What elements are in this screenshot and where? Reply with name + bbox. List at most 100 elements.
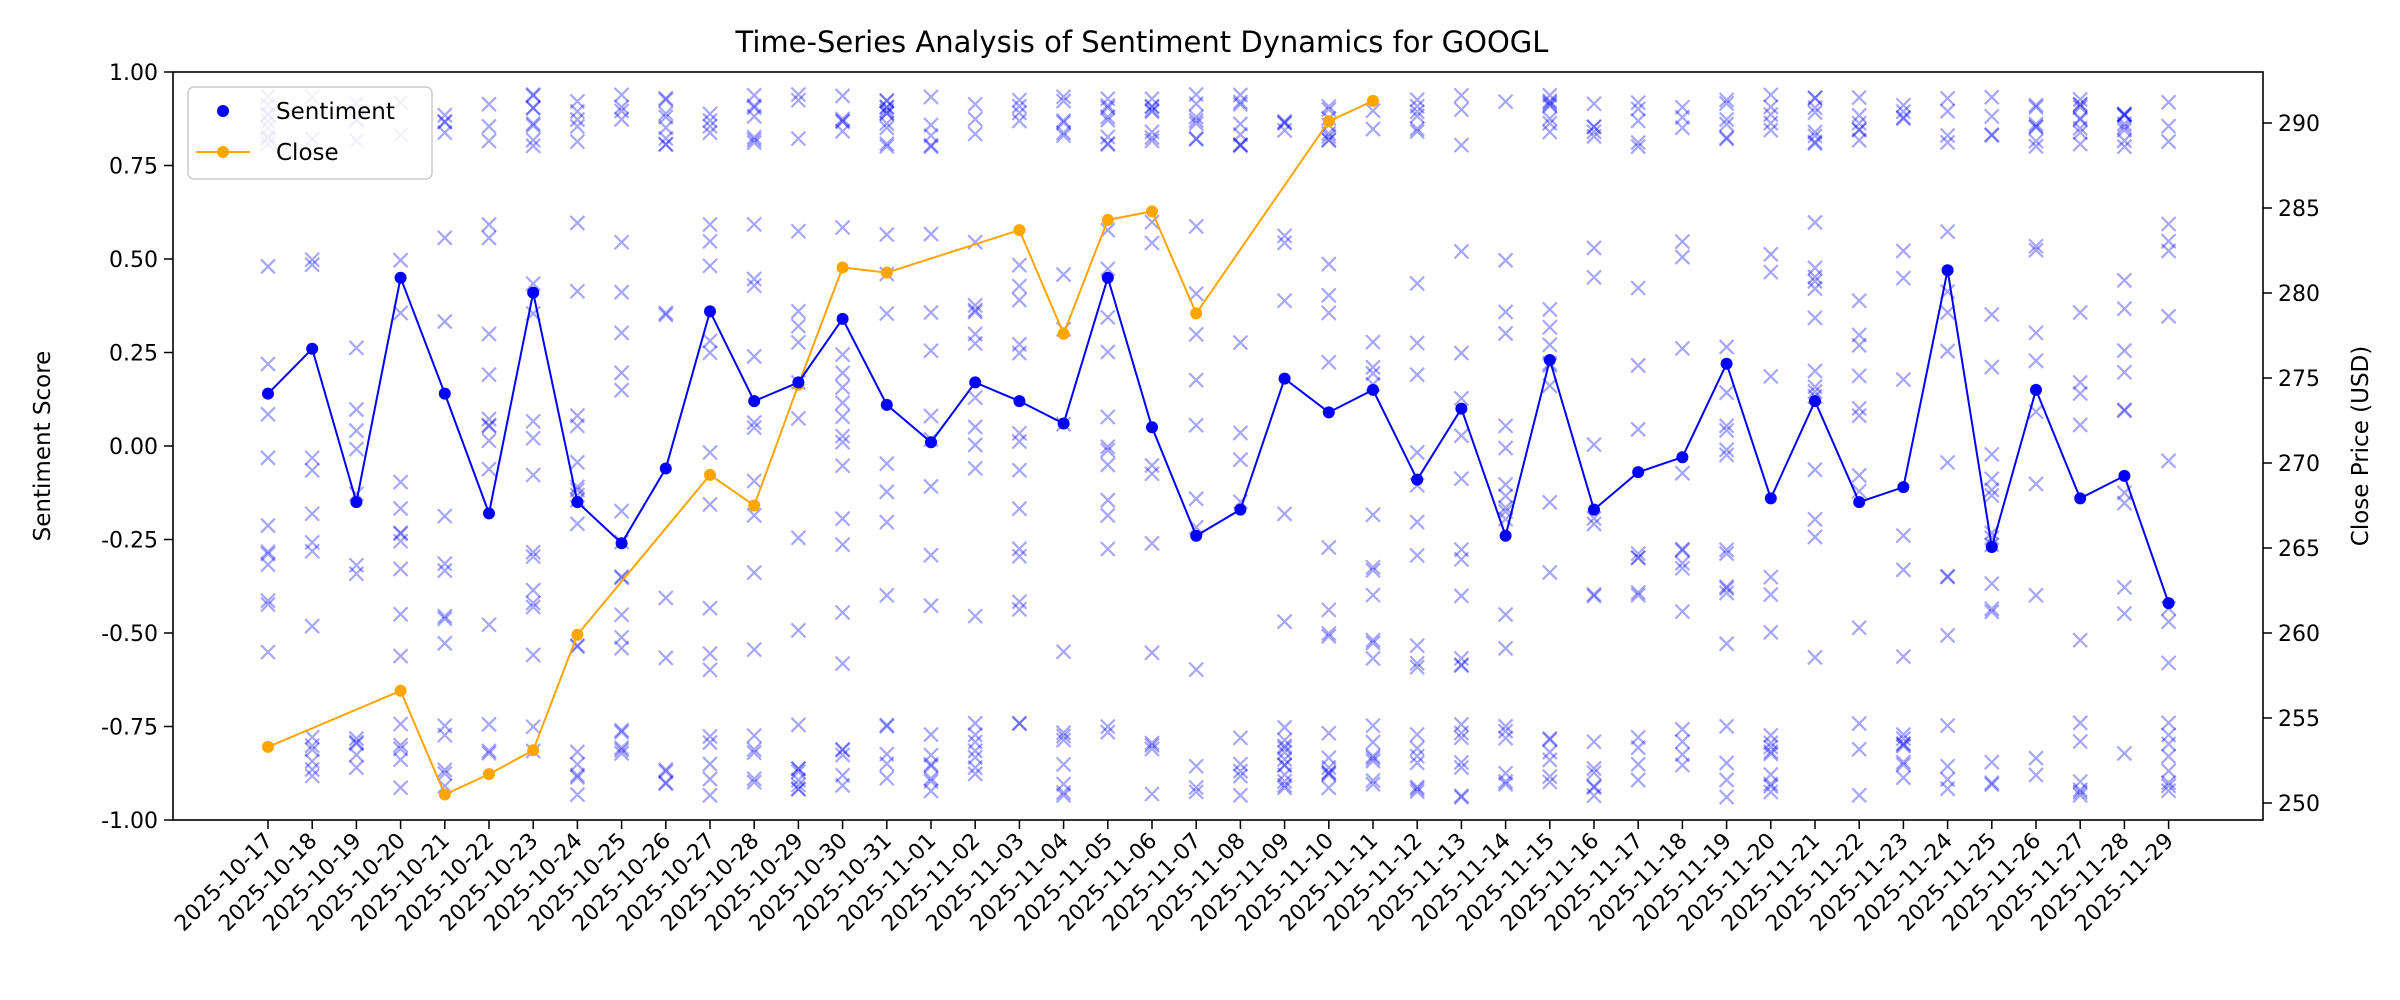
scatter-point bbox=[2160, 94, 2177, 111]
scatter-point bbox=[923, 747, 939, 763]
scatter-point bbox=[1276, 228, 1293, 244]
scatter-point bbox=[923, 770, 939, 787]
scatter-point bbox=[348, 759, 365, 776]
scatter-point bbox=[1188, 372, 1204, 388]
scatter-point bbox=[967, 460, 983, 477]
scatter-point bbox=[437, 230, 453, 246]
scatter-point bbox=[1763, 106, 1779, 123]
scatter-point bbox=[1100, 718, 1116, 735]
scatter-point bbox=[1851, 715, 1867, 732]
scatter-point bbox=[304, 741, 320, 758]
scatter-point bbox=[1851, 292, 1867, 309]
scatter-point bbox=[1718, 542, 1735, 558]
scatter-point bbox=[702, 645, 718, 662]
y-axis-label: Sentiment Score bbox=[30, 351, 56, 542]
y-tick-label: 0.00 bbox=[109, 435, 158, 460]
scatter-point bbox=[613, 99, 630, 115]
scatter-point bbox=[658, 775, 674, 792]
scatter-point bbox=[923, 773, 939, 790]
scatter-point bbox=[437, 611, 453, 627]
scatter-point bbox=[1321, 354, 1337, 371]
scatter-point bbox=[1409, 444, 1425, 461]
scatter-point bbox=[1763, 778, 1779, 795]
scatter-point bbox=[790, 772, 807, 788]
scatter-point bbox=[879, 92, 895, 109]
scatter-point bbox=[1055, 124, 1072, 141]
scatter-point bbox=[525, 582, 541, 598]
close-point bbox=[1057, 327, 1070, 340]
scatter-point bbox=[1586, 516, 1602, 532]
scatter-point bbox=[1674, 249, 1691, 265]
sentiment-point bbox=[2074, 492, 2087, 505]
scatter-point bbox=[1321, 98, 1337, 115]
scatter-point bbox=[1232, 96, 1249, 113]
scatter-point bbox=[1807, 99, 1823, 116]
scatter-point bbox=[923, 127, 939, 144]
y-tick-label: -0.50 bbox=[101, 622, 158, 647]
scatter-point bbox=[525, 467, 541, 483]
scatter-point bbox=[923, 758, 939, 774]
scatter-point bbox=[569, 744, 586, 760]
scatter-point bbox=[1276, 122, 1293, 139]
scatter-point bbox=[304, 618, 320, 634]
scatter-point bbox=[923, 304, 939, 321]
scatter-point bbox=[1497, 606, 1514, 623]
scatter-point bbox=[702, 118, 718, 135]
scatter-point bbox=[658, 305, 674, 321]
scatter-point bbox=[1630, 772, 1646, 788]
scatter-point bbox=[702, 106, 718, 122]
scatter-point bbox=[1232, 787, 1249, 804]
scatter-point bbox=[1939, 223, 1956, 240]
scatter-point bbox=[2116, 138, 2133, 155]
scatter-point bbox=[1232, 730, 1249, 746]
plot-frame bbox=[172, 71, 2264, 821]
scatter-point bbox=[923, 478, 939, 495]
scatter-point bbox=[1232, 451, 1249, 468]
scatter-point bbox=[1100, 109, 1116, 125]
scatter-point bbox=[1542, 730, 1558, 747]
scatter-point bbox=[1807, 104, 1823, 121]
scatter-point bbox=[1807, 135, 1823, 152]
scatter-point bbox=[967, 335, 983, 352]
scatter-point bbox=[525, 87, 541, 104]
sentiment-point bbox=[1588, 503, 1600, 516]
scatter-point bbox=[481, 230, 497, 246]
scatter-point bbox=[569, 118, 586, 135]
scatter-point bbox=[1718, 718, 1735, 735]
scatter-point bbox=[1542, 110, 1558, 127]
scatter-point bbox=[790, 781, 807, 797]
scatter-point bbox=[658, 136, 674, 153]
scatter-point bbox=[613, 739, 630, 756]
scatter-point bbox=[658, 90, 674, 107]
scatter-point bbox=[1497, 499, 1514, 516]
close-line bbox=[267, 99, 1374, 796]
scatter-point bbox=[1011, 433, 1028, 450]
scatter-point bbox=[1144, 129, 1160, 146]
scatter-point bbox=[1188, 491, 1204, 507]
scatter-point bbox=[1409, 779, 1425, 795]
scatter-point bbox=[1630, 357, 1646, 374]
scatter-point bbox=[1630, 729, 1646, 746]
scatter-point bbox=[1144, 741, 1160, 757]
scatter-point bbox=[1453, 470, 1470, 487]
scatter-point bbox=[1895, 730, 1912, 747]
scatter-point bbox=[967, 304, 983, 320]
y2-tick-label: 280 bbox=[2278, 282, 2320, 307]
sentiment-point bbox=[1720, 357, 1733, 370]
scatter-point bbox=[1586, 119, 1602, 135]
scatter-point bbox=[1011, 257, 1028, 273]
scatter-point bbox=[967, 302, 983, 318]
scatter-point bbox=[1011, 593, 1028, 610]
scatter-point bbox=[1630, 134, 1646, 151]
scatter-point bbox=[1895, 756, 1912, 773]
scatter-point bbox=[1144, 102, 1160, 119]
scatter-point bbox=[1188, 115, 1204, 132]
scatter-point bbox=[1453, 243, 1470, 260]
scatter-point bbox=[569, 283, 586, 300]
scatter-point bbox=[746, 132, 762, 148]
sentiment-point bbox=[1897, 481, 1910, 494]
scatter-point bbox=[392, 500, 409, 517]
scatter-point bbox=[613, 569, 630, 586]
scatter-point bbox=[1365, 772, 1381, 789]
scatter-point bbox=[304, 251, 320, 268]
